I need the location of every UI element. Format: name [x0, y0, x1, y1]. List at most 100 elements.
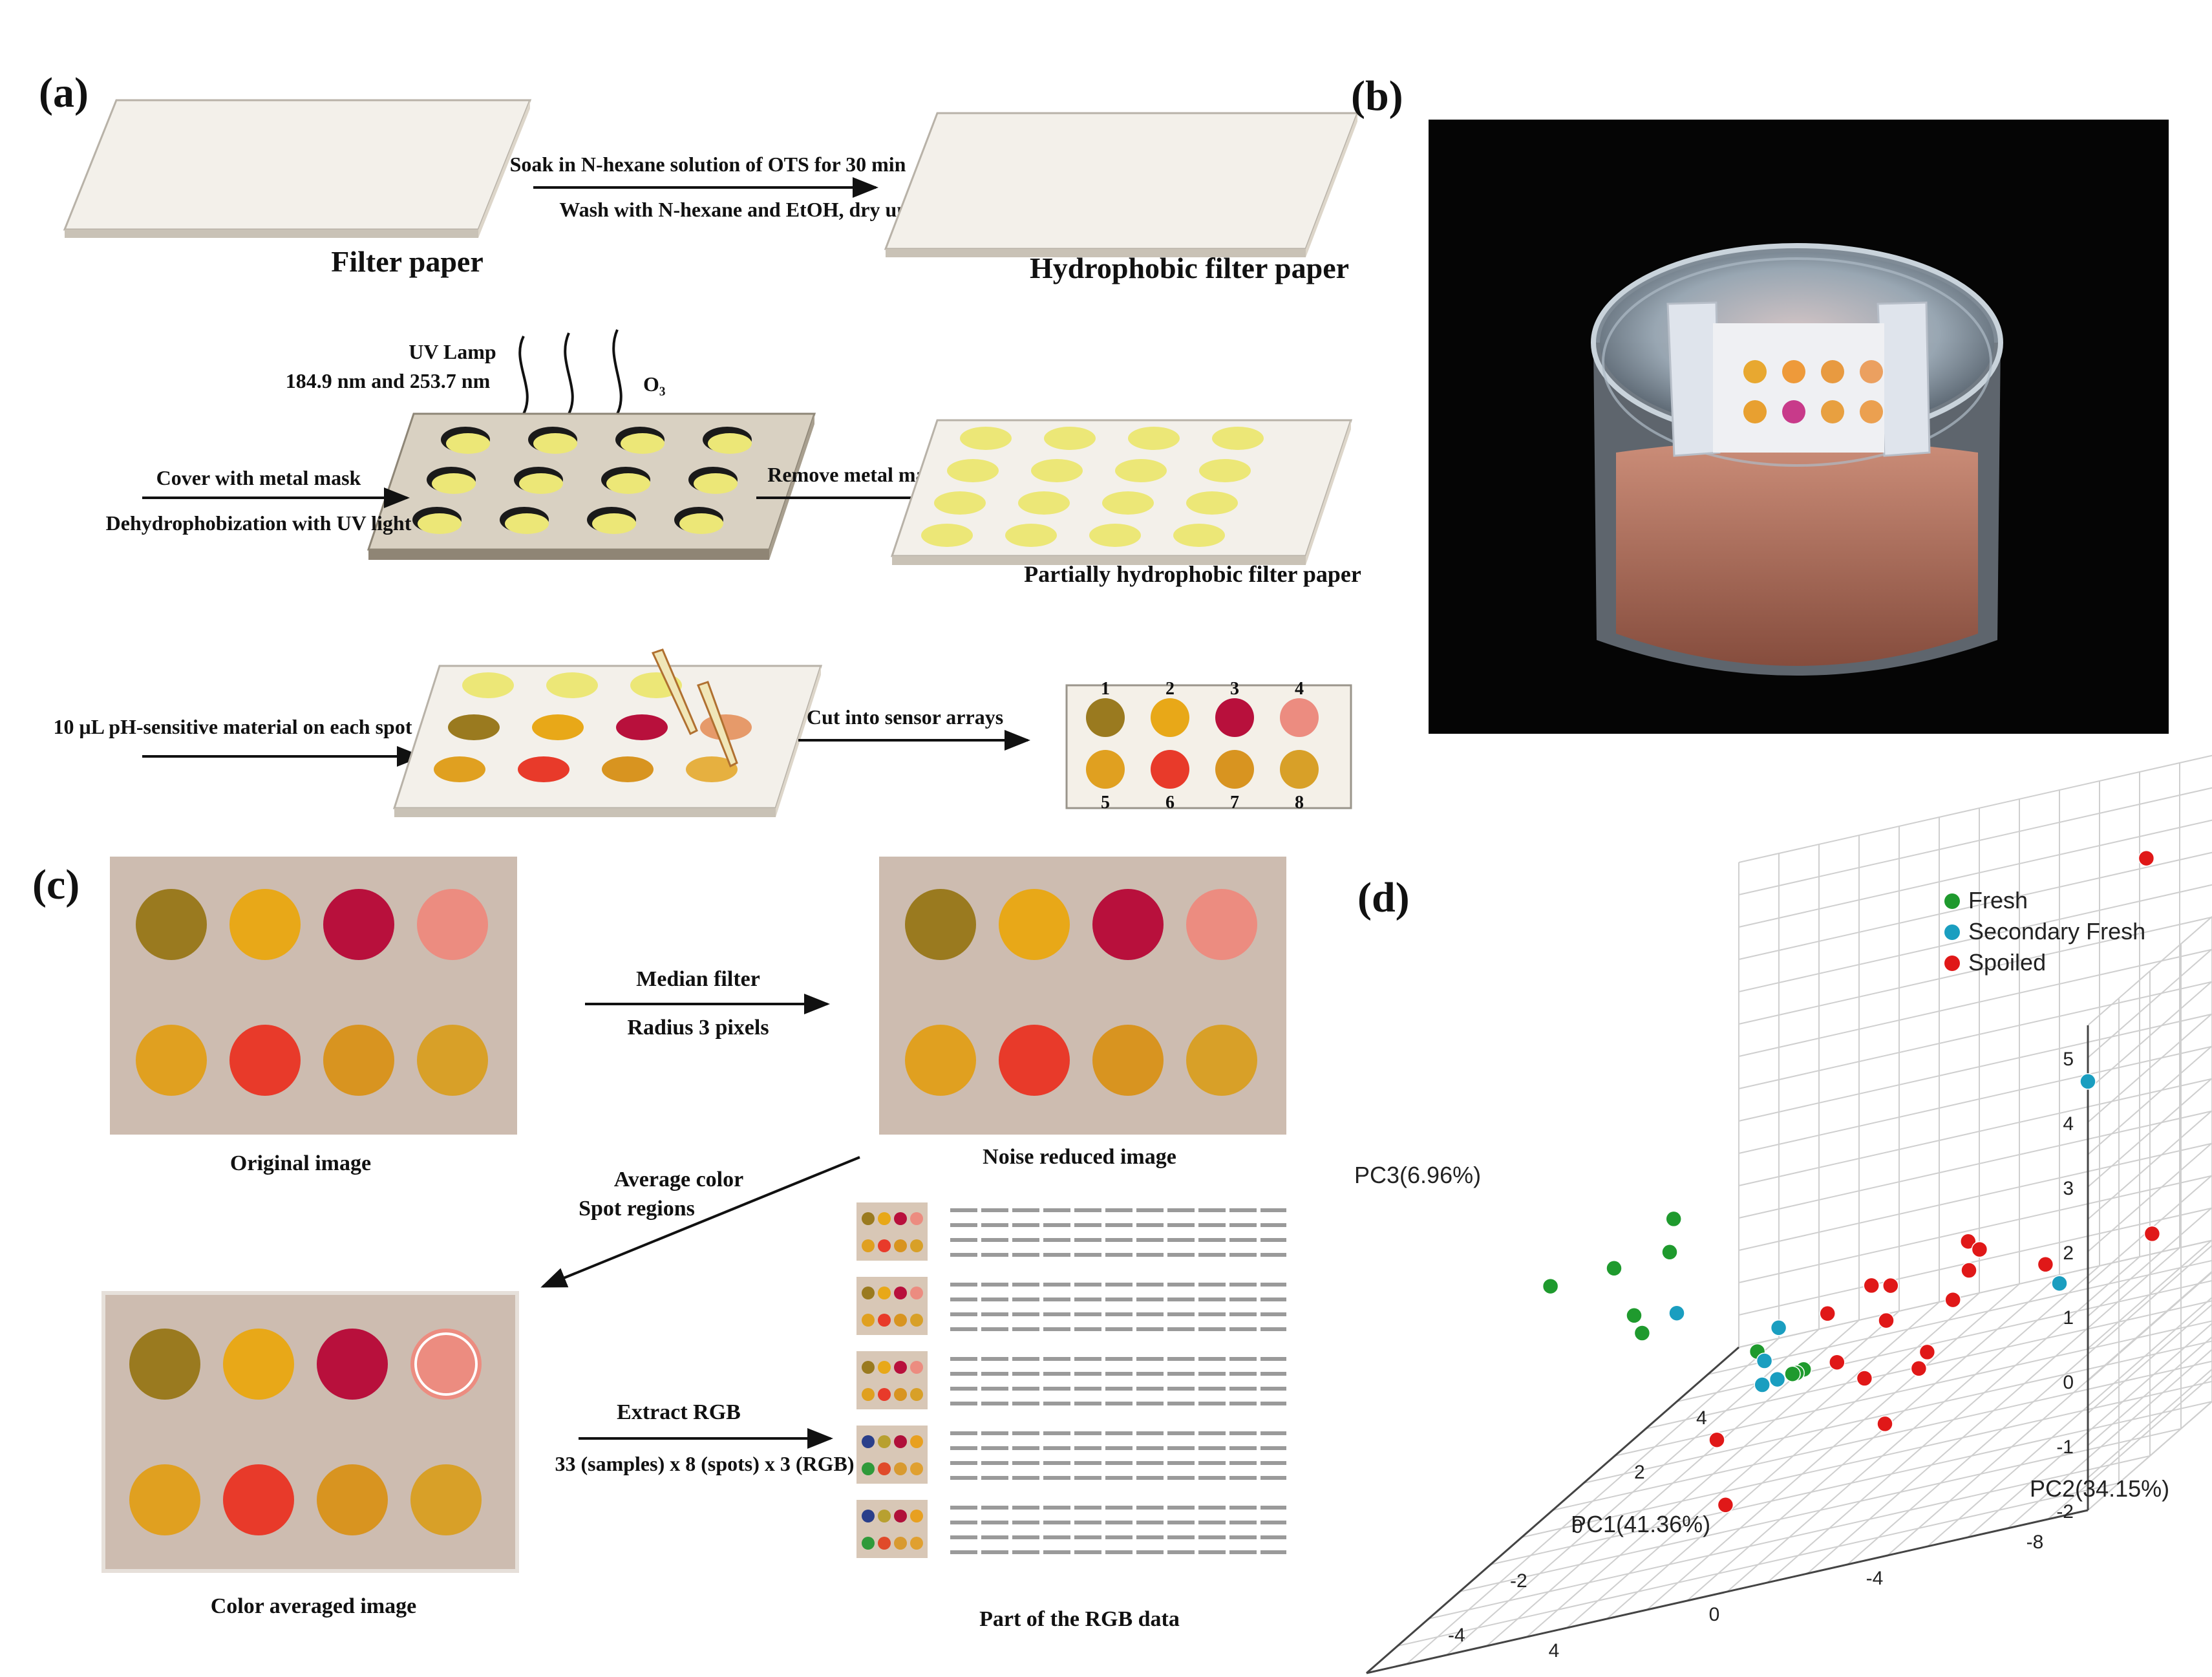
grid-line [2087, 1239, 2212, 1349]
rgb-thumb-spot [894, 1537, 907, 1550]
rgb-thumb-spot [910, 1361, 923, 1374]
photo-spot [1860, 360, 1883, 383]
exposed-spot [679, 513, 723, 534]
photo-spot [1860, 400, 1883, 423]
spot-outline [414, 1332, 478, 1396]
grid-line [1521, 1380, 2212, 1538]
rgb-thumb-spot [894, 1239, 907, 1252]
sample-spot [410, 1329, 482, 1400]
grid-line [2087, 1012, 2212, 1123]
rgb-thumb-spot [910, 1212, 923, 1225]
avg-line1: Average color [614, 1168, 743, 1191]
axis-edge [1366, 1346, 1739, 1674]
spot-number: 8 [1295, 793, 1304, 813]
z-tick: 4 [2063, 1113, 2074, 1135]
hydrophilic-spot [1128, 427, 1180, 450]
sample-spot [323, 889, 394, 960]
data-point [1661, 1244, 1678, 1261]
data-point [1971, 1241, 1988, 1258]
data-point [1944, 1291, 1961, 1308]
data-point [1668, 1305, 1685, 1321]
grid-line [2087, 1303, 2212, 1414]
sensor-spot [1151, 698, 1189, 737]
pipette-icons [651, 648, 738, 768]
hydrophilic-spot [1199, 459, 1251, 482]
grid-line [2087, 948, 2212, 1058]
data-point [1665, 1210, 1682, 1228]
data-point [2138, 849, 2155, 867]
hydrophobic-label: Hydrophobic filter paper [1030, 251, 1349, 284]
grid-line [2087, 1142, 2212, 1252]
data-point [1829, 1354, 1845, 1371]
legend-marker [1944, 924, 1960, 940]
masked-paper [367, 412, 816, 560]
grid-line [1738, 754, 2212, 863]
legend: Fresh Secondary Fresh Spoiled [1944, 887, 2145, 976]
sample-spot [317, 1464, 388, 1535]
sensor-spot [1215, 750, 1254, 789]
color-averaged-label: Color averaged image [211, 1594, 417, 1618]
hydrophobic-paper [884, 112, 1359, 257]
deposit-spot [602, 756, 654, 782]
data-point [1910, 1360, 1928, 1377]
partial-label: Partially hydrophobic filter paper [1024, 561, 1361, 587]
uv-label-2: 184.9 nm and 253.7 nm [286, 369, 491, 392]
pca-points [1542, 849, 2161, 1513]
grid-line [1738, 787, 2212, 895]
grid-line [1738, 948, 2212, 1057]
photo-spot [1821, 400, 1844, 423]
dims-label: 33 (samples) x 8 (spots) x 3 (RGB) [555, 1452, 854, 1475]
rgb-thumb-spot [894, 1462, 907, 1475]
rgb-thumb-spot [862, 1239, 875, 1252]
sample-spot [410, 1464, 482, 1535]
grid-line [2087, 1077, 2212, 1188]
sensor-spot [1280, 698, 1319, 737]
rgb-thumb-spot [910, 1314, 923, 1327]
spot-number: 1 [1101, 679, 1110, 699]
zlabel: PC3(6.96%) [1354, 1162, 1481, 1188]
grid-line [1707, 1259, 2212, 1375]
hydrophilic-spot [1018, 491, 1070, 515]
data-point [1770, 1319, 1787, 1336]
exposed-spot [432, 473, 476, 494]
sample-spot [136, 1025, 207, 1096]
photo-spot [1743, 400, 1767, 423]
grid-line [1459, 1428, 2182, 1592]
rgb-data-block [856, 1202, 1286, 1558]
rgb-thumb-spot [894, 1287, 907, 1299]
spot-number: 5 [1101, 793, 1110, 813]
rgb-thumb-spot [862, 1287, 875, 1299]
panel-b: (b) [1351, 72, 2169, 734]
rgb-thumb-spot [862, 1361, 875, 1374]
grid-line [2087, 1206, 2212, 1317]
data-point [1542, 1277, 1559, 1295]
median-line2: Radius 3 pixels [627, 1016, 769, 1040]
hydrophilic-spot [1173, 524, 1225, 547]
deposit-label: 10 μL pH-sensitive material on each spot [53, 715, 412, 738]
grid-line [1645, 1300, 2212, 1429]
rgb-thumb-spot [862, 1388, 875, 1401]
step1-line1: Soak in N-hexane solution of OTS for 30 … [510, 153, 906, 176]
x-tick: -4 [1866, 1568, 1884, 1589]
sample-spot [1186, 889, 1257, 960]
rgb-thumb-spot [862, 1462, 875, 1475]
hydrophilic-spot [1044, 427, 1096, 450]
z-tick: -1 [2056, 1437, 2074, 1458]
grid-line [1738, 851, 2212, 960]
rgb-thumb-spot [878, 1537, 891, 1550]
deposit-spot [448, 714, 500, 740]
sample-spot [999, 1025, 1070, 1096]
original-spots [136, 889, 488, 1096]
grid-line [2087, 1109, 2212, 1220]
rgb-thumb-spot [910, 1537, 923, 1550]
noise-reduced-label: Noise reduced image [983, 1145, 1176, 1169]
rgb-thumb-spot [894, 1435, 907, 1448]
sample-spot [323, 1025, 394, 1096]
x-tick: 0 [1709, 1604, 1720, 1625]
grid-line [1552, 1360, 2212, 1511]
axis-edge [1366, 1509, 2089, 1674]
sample-spot [223, 1464, 294, 1535]
exposed-spot [592, 513, 636, 534]
rgb-thumb-spot [878, 1435, 891, 1448]
